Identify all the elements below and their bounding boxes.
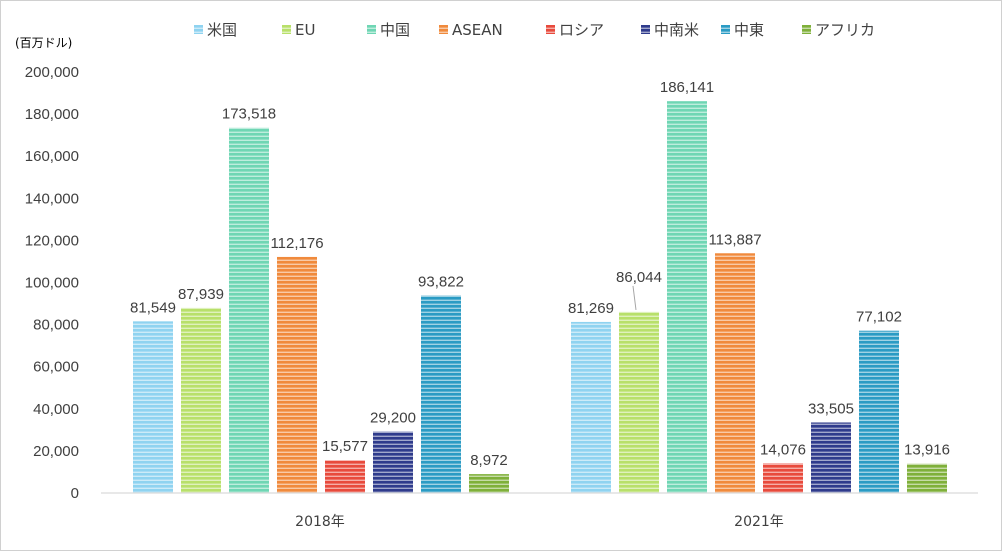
legend-label: 中東: [734, 21, 764, 39]
legend-item: ロシア: [546, 21, 604, 39]
legend-swatch: [282, 25, 291, 34]
legend-swatch: [367, 25, 376, 34]
legend-item: アフリカ: [802, 21, 875, 39]
y-tick-label: 80,000: [33, 317, 79, 334]
data-label-leader-line: [632, 285, 637, 310]
y-tick-label: 200,000: [25, 64, 79, 81]
data-label: 186,141: [660, 79, 714, 96]
data-label: 14,076: [760, 441, 806, 458]
legend-label: 米国: [207, 21, 237, 39]
data-label: 13,916: [904, 442, 950, 459]
legend-label: EU: [295, 21, 315, 39]
y-tick-label: 140,000: [25, 190, 79, 207]
legend-swatch: [194, 25, 203, 34]
data-label: 87,939: [178, 286, 224, 303]
legend-item: EU: [282, 21, 315, 39]
bar: [277, 256, 317, 493]
data-label: 8,972: [470, 452, 508, 469]
data-label: 81,269: [568, 300, 614, 317]
data-label: 173,518: [222, 106, 276, 123]
legend-label: ASEAN: [452, 21, 503, 39]
legend-swatch: [802, 25, 811, 34]
y-tick-label: 120,000: [25, 232, 79, 249]
data-label: 81,549: [130, 299, 176, 316]
bar: [421, 295, 461, 493]
bar: [619, 311, 659, 493]
y-tick-label: 160,000: [25, 148, 79, 165]
bar: [763, 463, 803, 493]
legend-item: 米国: [194, 21, 237, 39]
legend-label: 中南米: [654, 21, 699, 39]
legend-label: ロシア: [559, 21, 604, 39]
category-label-2018: 2018年: [295, 514, 345, 530]
y-tick-label: 60,000: [33, 359, 79, 376]
legend-swatch: [546, 25, 555, 34]
bar: [181, 307, 221, 493]
data-label: 112,176: [270, 235, 323, 252]
data-label: 93,822: [418, 274, 464, 291]
bar: [715, 253, 755, 493]
bar: [667, 101, 707, 494]
y-tick-label: 20,000: [33, 443, 79, 460]
bar: [229, 127, 269, 493]
bar: [373, 431, 413, 493]
data-label: 15,577: [322, 438, 368, 455]
legend-item: 中東: [721, 21, 764, 39]
legend-item: 中南米: [641, 21, 699, 39]
bar: [811, 422, 851, 493]
legend-label: アフリカ: [815, 21, 875, 39]
bar: [133, 321, 173, 493]
y-axis-ticks: 0 20,000 40,000 60,000 80,000 100,000 120,000 1…: [25, 64, 79, 502]
data-label: 86,044: [616, 269, 662, 286]
y-tick-label: 180,000: [25, 106, 79, 123]
bar: [859, 330, 899, 493]
bar: [571, 321, 611, 493]
y-axis-unit-label: (百万ドル): [15, 36, 72, 50]
bars: [133, 101, 947, 494]
bar: [907, 463, 947, 493]
bar: [325, 460, 365, 493]
category-label-2021: 2021年: [734, 514, 784, 530]
bar: [469, 474, 509, 493]
legend-swatch: [641, 25, 650, 34]
y-tick-label: 40,000: [33, 401, 79, 418]
legend-label: 中国: [380, 21, 410, 39]
legend: 米国 EU 中国 ASEAN ロシア 中南米 中東 アフリカ: [194, 21, 875, 39]
data-labels: 81,549 81,269 87,939 86,044 173,518 186,141 11…: [130, 79, 950, 469]
legend-swatch: [721, 25, 730, 34]
data-label: 33,505: [808, 400, 854, 417]
data-label: 29,200: [370, 410, 416, 427]
data-label: 113,887: [708, 231, 761, 248]
legend-swatch: [439, 25, 448, 34]
legend-item: ASEAN: [439, 21, 503, 39]
y-tick-label: 0: [71, 485, 79, 502]
data-label: 77,102: [856, 309, 902, 326]
legend-item: 中国: [367, 21, 410, 39]
y-tick-label: 100,000: [25, 275, 79, 292]
